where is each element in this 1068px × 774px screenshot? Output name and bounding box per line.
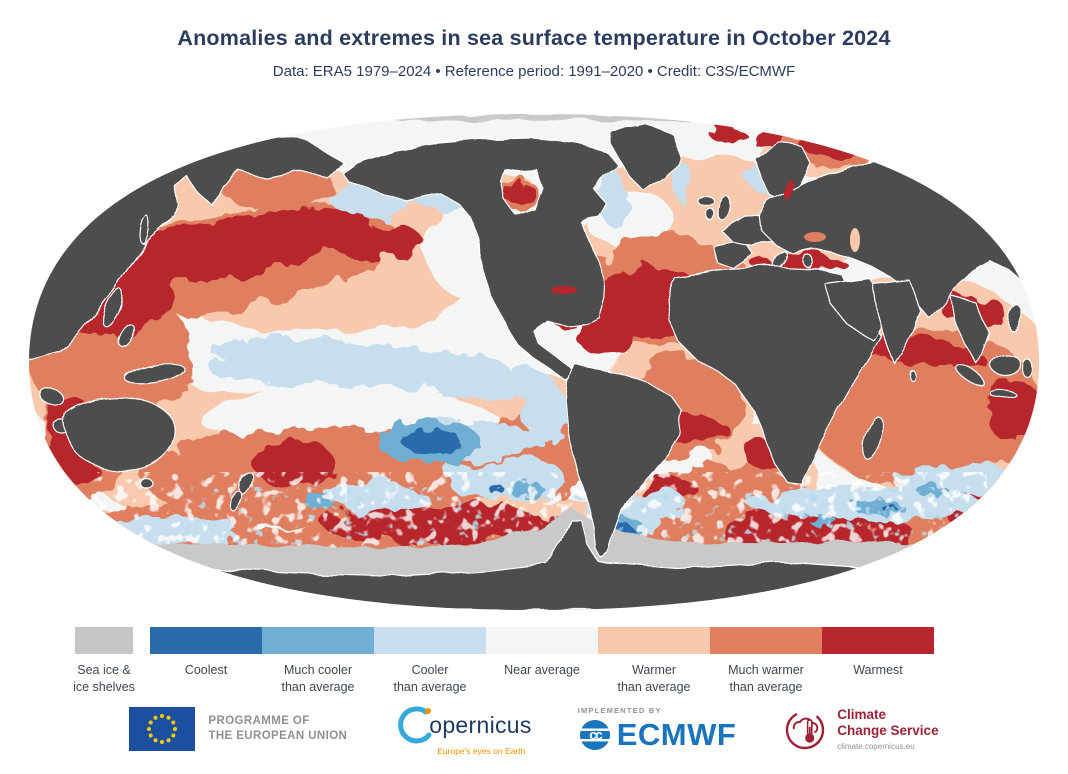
legend-item-coolest: Coolest xyxy=(150,627,262,679)
legend-swatch-warmer xyxy=(598,627,710,654)
ccs-text: Climate Change Service climate.copernicu… xyxy=(837,707,939,751)
legend-swatch-warmest xyxy=(822,627,934,654)
ecmwf-logo: IMPLEMENTED BY cc ECMWF xyxy=(578,706,737,753)
copernicus-logo: opernicus Europe's eyes on Earth xyxy=(393,702,531,756)
page-subtitle: Data: ERA5 1979–2024 • Reference period:… xyxy=(272,63,796,80)
legend-swatch-coolest xyxy=(150,627,262,654)
legend-label-much-cooler: Much cooler than average xyxy=(281,663,355,694)
inland-seas xyxy=(551,180,860,294)
legend-swatch-much-warmer xyxy=(710,627,822,654)
implemented-by-label: IMPLEMENTED BY xyxy=(577,705,662,715)
legend-label-sea-ice: Sea ice & ice shelves xyxy=(73,663,135,694)
eu-flag-icon xyxy=(129,707,196,751)
legend-item-much-cooler: Much cooler than average xyxy=(262,627,374,696)
legend-swatch-much-cooler xyxy=(262,627,374,654)
ccs-url: climate.copernicus.eu xyxy=(837,742,915,751)
sst-anomaly-map xyxy=(27,112,1041,612)
legend-item-much-warmer: Much warmer than average xyxy=(710,627,822,696)
copernicus-wordmark: opernicus xyxy=(429,711,532,738)
legend-swatch-cooler xyxy=(374,627,486,654)
legend-item-cooler: Cooler than average xyxy=(374,627,486,696)
legend-label-much-warmer: Much warmer than average xyxy=(728,663,804,694)
legend-item-warmer: Warmer than average xyxy=(598,627,710,696)
copernicus-tagline: Europe's eyes on Earth xyxy=(437,746,526,756)
legend-swatch-near-average xyxy=(486,627,598,654)
copernicus-c-icon xyxy=(398,706,432,744)
ccs-cloud-thermometer-icon xyxy=(786,710,825,750)
ecmwf-glyph-icon: cc xyxy=(579,719,610,750)
footer: PROGRAMME OF THE EUROPEAN UNION opernicu… xyxy=(0,702,1068,756)
legend: Sea ice & ice shelves Coolest Much cooler… xyxy=(59,627,934,696)
legend-item-sea-ice: Sea ice & ice shelves xyxy=(59,627,149,696)
eu-programme-block: PROGRAMME OF THE EUROPEAN UNION xyxy=(129,707,347,751)
legend-label-warmest: Warmest xyxy=(853,663,903,677)
eu-stars xyxy=(147,714,178,744)
legend-swatch-sea-ice xyxy=(75,627,133,654)
page-title: Anomalies and extremes in sea surface te… xyxy=(177,26,891,50)
ecmwf-wordmark: ECMWF xyxy=(616,716,737,752)
world-map-svg xyxy=(29,114,1039,610)
legend-label-cooler: Cooler than average xyxy=(393,663,467,694)
legend-label-near-average: Near average xyxy=(504,663,580,677)
legend-label-coolest: Coolest xyxy=(184,663,228,677)
legend-item-near-average: Near average xyxy=(486,627,598,679)
eu-programme-text: PROGRAMME OF THE EUROPEAN UNION xyxy=(208,715,348,742)
legend-item-warmest: Warmest xyxy=(822,627,934,679)
legend-label-warmer: Warmer than average xyxy=(617,663,691,694)
climate-change-service-logo: Climate Change Service climate.copernicu… xyxy=(782,703,939,755)
